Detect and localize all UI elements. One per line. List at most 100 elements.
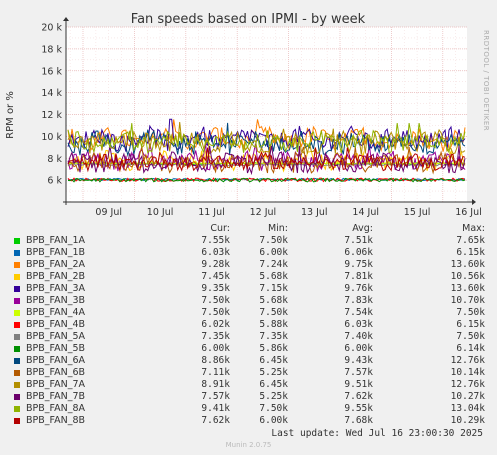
legend-value-avg: 6.06k: [344, 247, 373, 258]
legend-value-max: 10.14k: [450, 367, 485, 378]
legend-row: BPB_FAN_4B 6.02k 5.88k 6.03k 6.15k: [0, 319, 497, 331]
legend-value-avg: 7.68k: [344, 415, 373, 426]
legend-value-max: 6.15k: [456, 247, 485, 258]
legend-value-cur: 7.57k: [201, 391, 230, 402]
legend-value-max: 13.60k: [450, 283, 485, 294]
legend-swatch: [14, 358, 20, 364]
x-tick-label: 14 Jul: [352, 207, 379, 218]
legend-header-avg: Avg:: [352, 223, 373, 234]
legend-series-name: BPB_FAN_6B: [26, 367, 86, 378]
legend-header-cur: Cur:: [210, 223, 230, 234]
legend-row: BPB_FAN_8B 7.62k 6.00k 7.68k 10.29k: [0, 415, 497, 427]
y-tick-label: 14 k: [41, 88, 62, 99]
legend-value-min: 7.50k: [259, 307, 288, 318]
legend-value-max: 6.14k: [456, 343, 485, 354]
legend-value-cur: 6.02k: [201, 319, 230, 330]
x-tick-label: 09 Jul: [95, 207, 122, 218]
legend-value-avg: 6.00k: [344, 343, 373, 354]
series-line-bpb-fan-7a: [67, 121, 466, 155]
legend-value-cur: 9.41k: [201, 403, 230, 414]
legend-value-max: 10.29k: [450, 415, 485, 426]
legend-series-name: BPB_FAN_3B: [26, 295, 86, 306]
legend-series-name: BPB_FAN_4B: [26, 319, 86, 330]
x-tick-label: 15 Jul: [404, 207, 431, 218]
x-tick-label: 12 Jul: [250, 207, 277, 218]
legend-swatch: [14, 274, 20, 280]
legend-value-max: 12.76k: [450, 379, 485, 390]
legend-swatch: [14, 370, 20, 376]
legend-value-min: 6.00k: [259, 247, 288, 258]
legend-value-min: 6.45k: [259, 355, 288, 366]
legend-row: BPB_FAN_7B 7.57k 5.25k 7.62k 10.27k: [0, 391, 497, 403]
legend-row: BPB_FAN_3B 7.50k 5.68k 7.83k 10.70k: [0, 295, 497, 307]
legend-value-max: 10.70k: [450, 295, 485, 306]
legend-swatch: [14, 310, 20, 316]
series-line-bpb-fan-8b: [67, 147, 466, 173]
legend-value-min: 7.35k: [259, 331, 288, 342]
legend-value-max: 12.76k: [450, 355, 485, 366]
rrdtool-credit: RRDTOOL / TOBI OETIKER: [482, 30, 490, 131]
legend-swatch: [14, 382, 20, 388]
x-tick-label: 10 Jul: [147, 207, 174, 218]
legend-value-max: 13.04k: [450, 403, 485, 414]
y-axis-label: RPM or %: [5, 91, 16, 139]
legend-row: BPB_FAN_2A 9.28k 7.24k 9.75k 13.60k: [0, 259, 497, 271]
x-tick-label: 13 Jul: [301, 207, 328, 218]
legend-value-min: 6.00k: [259, 415, 288, 426]
legend-value-min: 7.50k: [259, 235, 288, 246]
legend-value-cur: 7.50k: [201, 307, 230, 318]
legend-value-min: 5.68k: [259, 295, 288, 306]
legend-value-min: 5.25k: [259, 367, 288, 378]
legend-row: BPB_FAN_7A 8.91k 6.45k 9.51k 12.76k: [0, 379, 497, 391]
legend-series-name: BPB_FAN_3A: [26, 283, 86, 294]
x-tick-label: 16 Jul: [455, 207, 482, 218]
series-line-bpb-fan-5b: [67, 177, 466, 183]
legend-row: BPB_FAN_3A 9.35k 7.15k 9.76k 13.60k: [0, 283, 497, 295]
legend-value-avg: 7.62k: [344, 391, 373, 402]
legend-value-cur: 7.11k: [201, 367, 230, 378]
legend-series-name: BPB_FAN_6A: [26, 355, 86, 366]
legend-value-avg: 9.76k: [344, 283, 373, 294]
legend-value-cur: 7.62k: [201, 415, 230, 426]
legend-series-name: BPB_FAN_5B: [26, 343, 86, 354]
legend-value-min: 7.24k: [259, 259, 288, 270]
y-tick-label: 10 k: [41, 132, 62, 143]
y-tick-label: 6 k: [47, 176, 62, 187]
legend-series-name: BPB_FAN_4A: [26, 307, 86, 318]
legend-swatch: [14, 238, 20, 244]
y-tick-label: 8 k: [47, 154, 62, 165]
legend-swatch: [14, 418, 20, 424]
legend-value-cur: 7.55k: [201, 235, 230, 246]
legend-series-name: BPB_FAN_2B: [26, 271, 86, 282]
legend-swatch: [14, 406, 20, 412]
legend-value-min: 6.45k: [259, 379, 288, 390]
legend-row: BPB_FAN_8A 9.41k 7.50k 9.55k 13.04k: [0, 403, 497, 415]
legend-value-avg: 7.57k: [344, 367, 373, 378]
legend-swatch: [14, 286, 20, 292]
legend-value-max: 13.60k: [450, 259, 485, 270]
legend-value-min: 5.25k: [259, 391, 288, 402]
legend-series-name: BPB_FAN_7B: [26, 391, 86, 402]
legend-value-cur: 9.28k: [201, 259, 230, 270]
legend-value-avg: 6.03k: [344, 319, 373, 330]
legend-value-cur: 7.45k: [201, 271, 230, 282]
legend-header: Cur: Min: Avg: Max:: [0, 223, 497, 235]
legend-series-name: BPB_FAN_8B: [26, 415, 86, 426]
legend-value-min: 5.86k: [259, 343, 288, 354]
legend-value-avg: 9.51k: [344, 379, 373, 390]
legend-value-max: 7.50k: [456, 307, 485, 318]
munin-version: Munin 2.0.75: [225, 441, 272, 449]
legend-series-name: BPB_FAN_1B: [26, 247, 86, 258]
legend-value-avg: 7.83k: [344, 295, 373, 306]
legend-row: BPB_FAN_5B 6.00k 5.86k 6.00k 6.14k: [0, 343, 497, 355]
legend-value-cur: 7.50k: [201, 295, 230, 306]
legend-value-max: 6.15k: [456, 319, 485, 330]
legend-swatch: [14, 394, 20, 400]
legend-swatch: [14, 298, 20, 304]
legend-row: BPB_FAN_2B 7.45k 5.68k 7.81k 10.56k: [0, 271, 497, 283]
y-tick-label: 12 k: [41, 110, 62, 121]
legend-row: BPB_FAN_6B 7.11k 5.25k 7.57k 10.14k: [0, 367, 497, 379]
legend-row: BPB_FAN_6A 8.86k 6.45k 9.43k 12.76k: [0, 355, 497, 367]
series-line-bpb-fan-7b: [67, 145, 466, 176]
chart-title: Fan speeds based on IPMI - by week: [131, 12, 366, 27]
